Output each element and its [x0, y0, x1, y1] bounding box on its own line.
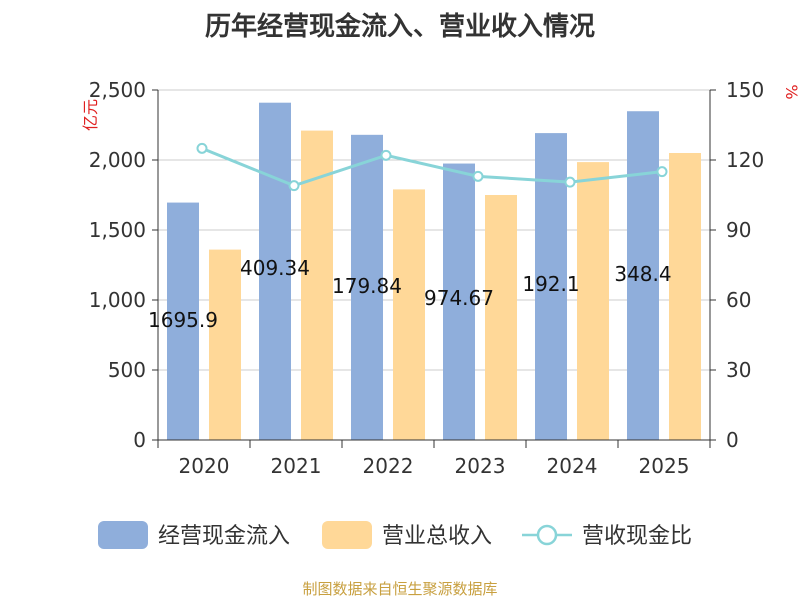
ratio-point [472, 170, 484, 182]
bar-cash-inflow [167, 202, 199, 440]
ratio-point [288, 180, 300, 192]
bar-cash-inflow [351, 134, 383, 441]
legend-swatch [322, 521, 372, 549]
data-label: 179.84 [332, 274, 402, 298]
bar-revenue [393, 189, 425, 440]
y-left-tick-label: 0 [133, 428, 146, 452]
bar-cash-inflow [627, 111, 659, 440]
x-tick-label: 2023 [455, 454, 506, 478]
ratio-point [196, 142, 208, 154]
legend-label: 营收现金比 [582, 524, 692, 549]
bar-group [167, 102, 701, 441]
legend: 经营现金流入 营业总收入 营收现金比 [98, 521, 692, 549]
y-left-tick-label: 2,000 [89, 148, 146, 172]
ratio-point [564, 176, 576, 188]
data-label: 192.1 [522, 272, 579, 296]
y-left-tick-label: 2,500 [89, 78, 146, 102]
data-label: 348.4 [614, 262, 671, 286]
x-tick-label: 2020 [179, 454, 230, 478]
chart-title: 历年经营现金流入、营业收入情况 [204, 12, 595, 42]
y-right-tick-label: 150 [726, 78, 764, 102]
x-tick-label: 2021 [271, 454, 322, 478]
axes: 0 500 1,000 1,500 2,000 2,500 0 30 60 90 120 150 亿元%… [81, 78, 800, 478]
ratio-point [380, 149, 392, 161]
x-tick-label: 2024 [547, 454, 598, 478]
x-tick-label: 2022 [363, 454, 414, 478]
grid-lines [158, 89, 710, 371]
legend-label: 营业总收入 [382, 524, 492, 549]
y-right-tick-label: 90 [726, 218, 751, 242]
ratio-line-group [196, 142, 668, 192]
y-left-tick-label: 500 [108, 358, 146, 382]
y-left-tick-label: 1,500 [89, 218, 146, 242]
bar-cash-inflow [535, 133, 567, 440]
bar-revenue [485, 195, 517, 440]
y-right-tick-label: 120 [726, 148, 764, 172]
bar-revenue [209, 249, 241, 440]
data-label: 409.34 [240, 256, 310, 280]
y-left-tick-label: 1,000 [89, 288, 146, 312]
bar-revenue [669, 153, 701, 440]
x-tick-label: 2025 [639, 454, 690, 478]
data-label: 974.67 [424, 286, 494, 310]
bar-revenue [577, 162, 609, 440]
data-label-group: 1695.9 409.34 179.84 974.67 192.1 348.4 [148, 256, 672, 332]
ratio-line [201, 146, 663, 188]
ratio-point [656, 166, 668, 178]
legend-swatch [98, 521, 148, 549]
bar-cash-inflow [443, 163, 475, 440]
y-right-tick-label: 30 [726, 358, 751, 382]
y-right-unit: % [782, 84, 800, 99]
y-left-unit: 亿元 [81, 99, 100, 131]
source-note: 制图数据来自恒生聚源数据库 [302, 580, 498, 598]
y-right-tick-label: 0 [726, 428, 739, 452]
y-right-tick-label: 60 [726, 288, 751, 312]
bar-cash-inflow [259, 102, 291, 441]
data-label: 1695.9 [148, 308, 218, 332]
legend-label: 经营现金流入 [158, 524, 290, 549]
legend-marker [536, 524, 558, 546]
